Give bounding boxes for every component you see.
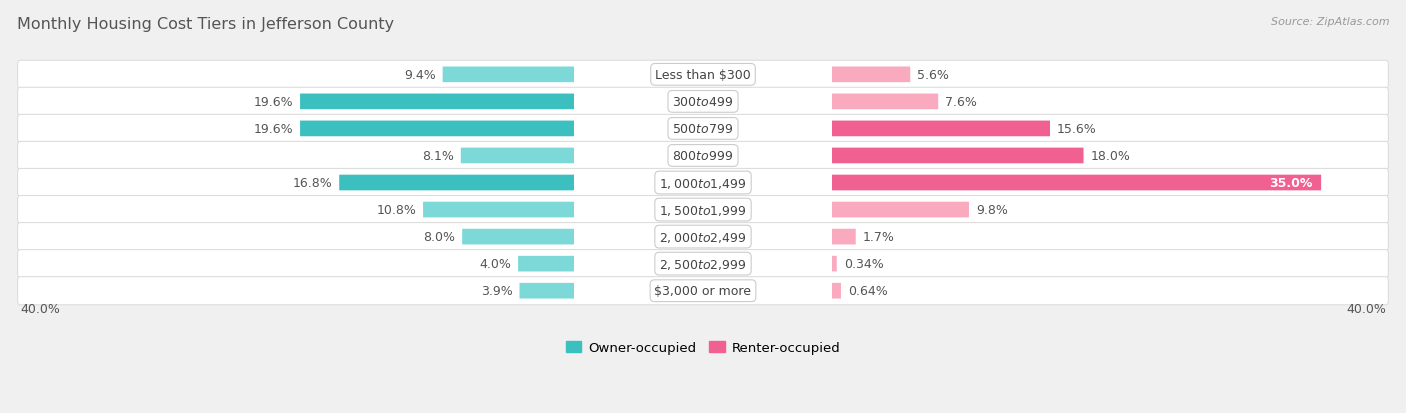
Text: $800 to $999: $800 to $999: [672, 150, 734, 163]
Text: 18.0%: 18.0%: [1091, 150, 1130, 163]
Text: Monthly Housing Cost Tiers in Jefferson County: Monthly Housing Cost Tiers in Jefferson …: [17, 17, 394, 31]
Text: 1.7%: 1.7%: [863, 230, 894, 244]
Text: 8.1%: 8.1%: [422, 150, 454, 163]
FancyBboxPatch shape: [519, 283, 574, 299]
FancyBboxPatch shape: [18, 115, 1388, 143]
FancyBboxPatch shape: [832, 229, 856, 245]
FancyBboxPatch shape: [18, 196, 1388, 224]
FancyBboxPatch shape: [339, 175, 574, 191]
FancyBboxPatch shape: [18, 250, 1388, 278]
Text: 19.6%: 19.6%: [253, 123, 294, 135]
Text: 16.8%: 16.8%: [292, 177, 332, 190]
FancyBboxPatch shape: [832, 256, 837, 272]
Text: 0.34%: 0.34%: [844, 258, 883, 271]
Text: Source: ZipAtlas.com: Source: ZipAtlas.com: [1271, 17, 1389, 26]
Text: $1,000 to $1,499: $1,000 to $1,499: [659, 176, 747, 190]
Text: 19.6%: 19.6%: [253, 96, 294, 109]
FancyBboxPatch shape: [832, 94, 938, 110]
FancyBboxPatch shape: [299, 121, 574, 137]
FancyBboxPatch shape: [832, 121, 1050, 137]
FancyBboxPatch shape: [18, 277, 1388, 305]
Text: 9.8%: 9.8%: [976, 204, 1008, 216]
Text: 10.8%: 10.8%: [377, 204, 416, 216]
Text: 5.6%: 5.6%: [917, 69, 949, 82]
FancyBboxPatch shape: [18, 169, 1388, 197]
Text: $1,500 to $1,999: $1,500 to $1,999: [659, 203, 747, 217]
FancyBboxPatch shape: [18, 61, 1388, 89]
FancyBboxPatch shape: [461, 148, 574, 164]
Text: 3.9%: 3.9%: [481, 285, 513, 297]
FancyBboxPatch shape: [18, 142, 1388, 170]
Text: $3,000 or more: $3,000 or more: [655, 285, 751, 297]
FancyBboxPatch shape: [299, 94, 574, 110]
Text: 40.0%: 40.0%: [1346, 302, 1386, 315]
FancyBboxPatch shape: [423, 202, 574, 218]
Text: 7.6%: 7.6%: [945, 96, 977, 109]
Text: $2,500 to $2,999: $2,500 to $2,999: [659, 257, 747, 271]
FancyBboxPatch shape: [18, 223, 1388, 251]
FancyBboxPatch shape: [832, 202, 969, 218]
Text: $300 to $499: $300 to $499: [672, 96, 734, 109]
Text: $500 to $799: $500 to $799: [672, 123, 734, 135]
Text: 35.0%: 35.0%: [1270, 177, 1313, 190]
FancyBboxPatch shape: [832, 175, 1322, 191]
Text: 4.0%: 4.0%: [479, 258, 512, 271]
FancyBboxPatch shape: [832, 67, 910, 83]
Legend: Owner-occupied, Renter-occupied: Owner-occupied, Renter-occupied: [560, 335, 846, 359]
Text: 15.6%: 15.6%: [1057, 123, 1097, 135]
FancyBboxPatch shape: [832, 283, 841, 299]
Text: 40.0%: 40.0%: [20, 302, 60, 315]
Text: 0.64%: 0.64%: [848, 285, 887, 297]
Text: 8.0%: 8.0%: [423, 230, 456, 244]
FancyBboxPatch shape: [18, 88, 1388, 116]
FancyBboxPatch shape: [517, 256, 574, 272]
FancyBboxPatch shape: [463, 229, 574, 245]
Text: 9.4%: 9.4%: [404, 69, 436, 82]
FancyBboxPatch shape: [832, 148, 1084, 164]
Text: Less than $300: Less than $300: [655, 69, 751, 82]
FancyBboxPatch shape: [443, 67, 574, 83]
Text: $2,000 to $2,499: $2,000 to $2,499: [659, 230, 747, 244]
